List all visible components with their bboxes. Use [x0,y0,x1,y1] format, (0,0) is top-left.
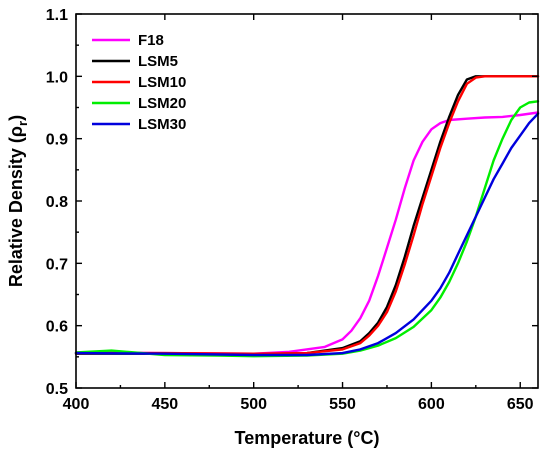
legend-label-lsm5: LSM5 [138,53,178,70]
legend-label-lsm30: LSM30 [138,116,186,133]
y-tick-label: 0.7 [46,256,68,273]
x-tick-label: 400 [63,396,90,413]
x-tick-label: 650 [507,396,534,413]
x-tick-label: 450 [151,396,178,413]
x-tick-label: 550 [329,396,356,413]
plot-frame [75,13,539,389]
y-axis-title-subscript: r [15,121,30,126]
y-axis-title-close: ) [6,115,26,121]
y-axis-ticks: 0.5 0.6 0.7 0.8 0.9 1.0 1.1 [46,7,538,398]
series-lines [74,75,540,358]
x-tick-label: 500 [240,396,267,413]
y-tick-label: 1.0 [46,69,68,86]
y-tick-label: 0.9 [46,132,68,149]
y-tick-label: 0.5 [46,381,68,398]
legend: F18 LSM5 LSM10 LSM20 LSM30 [92,32,186,133]
x-axis-title: Temperature (°C) [235,428,380,448]
y-tick-label: 1.1 [46,7,68,24]
x-tick-label: 600 [418,396,445,413]
y-tick-label: 0.8 [46,194,68,211]
series-line-lsm30 [74,112,540,357]
series-line-f18 [74,111,540,355]
series-line-lsm10 [74,75,540,355]
legend-label-lsm10: LSM10 [138,74,186,91]
y-axis-title: Relative Density (ρr) [6,115,30,287]
legend-label-lsm20: LSM20 [138,95,186,112]
legend-label-f18: F18 [138,32,164,49]
y-tick-label: 0.6 [46,319,68,336]
x-axis-ticks: 400 450 500 550 600 650 [63,14,534,413]
y-axis-title-main: Relative Density (ρ [6,126,26,287]
